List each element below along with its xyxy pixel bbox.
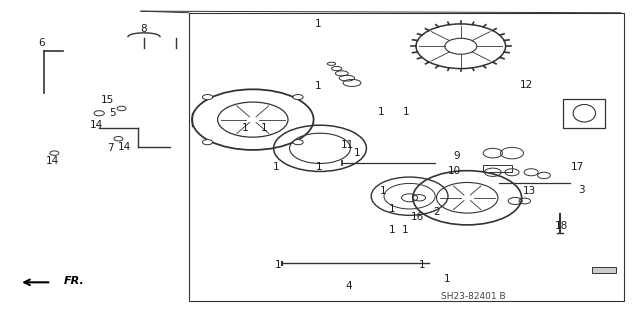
Text: 10: 10 <box>448 166 461 176</box>
Text: 1: 1 <box>403 107 410 117</box>
Text: 13: 13 <box>524 186 536 197</box>
Bar <box>189 13 624 301</box>
Text: 1: 1 <box>315 19 321 29</box>
Text: FR.: FR. <box>64 276 84 286</box>
Text: 2: 2 <box>433 207 440 217</box>
Text: 15: 15 <box>101 95 114 106</box>
Bar <box>563 99 605 128</box>
Text: 1: 1 <box>378 107 384 117</box>
Text: 16: 16 <box>412 212 424 222</box>
Text: 1: 1 <box>402 225 408 235</box>
Text: 14: 14 <box>46 156 59 166</box>
Text: 1: 1 <box>389 225 396 235</box>
Text: 1: 1 <box>389 204 396 214</box>
Text: 1: 1 <box>354 148 360 158</box>
Text: 14: 14 <box>118 142 131 152</box>
Text: 14: 14 <box>90 120 102 130</box>
Text: 3: 3 <box>578 185 584 195</box>
Text: 12: 12 <box>520 79 532 90</box>
Text: 8: 8 <box>141 24 147 34</box>
Text: 11: 11 <box>341 140 354 150</box>
Bar <box>483 165 512 172</box>
Text: 7: 7 <box>107 143 113 153</box>
Text: 9: 9 <box>453 151 460 161</box>
Circle shape <box>202 140 212 145</box>
Circle shape <box>293 94 303 100</box>
Circle shape <box>202 94 212 100</box>
Text: 1: 1 <box>380 186 386 197</box>
Text: 1: 1 <box>261 122 268 133</box>
Text: 1: 1 <box>315 81 321 91</box>
Text: 17: 17 <box>572 162 584 173</box>
Text: 1: 1 <box>275 260 282 270</box>
Text: 1: 1 <box>273 162 280 173</box>
Bar <box>592 267 616 273</box>
Text: 18: 18 <box>556 221 568 232</box>
Text: 5: 5 <box>109 108 115 118</box>
Text: 1: 1 <box>316 162 322 173</box>
Text: 6: 6 <box>38 38 45 48</box>
Text: 4: 4 <box>346 280 352 291</box>
Text: 1: 1 <box>242 122 248 133</box>
Text: SH23-82401 B: SH23-82401 B <box>442 292 506 301</box>
Text: 1: 1 <box>444 274 450 284</box>
Circle shape <box>293 140 303 145</box>
Text: 1: 1 <box>419 260 426 270</box>
